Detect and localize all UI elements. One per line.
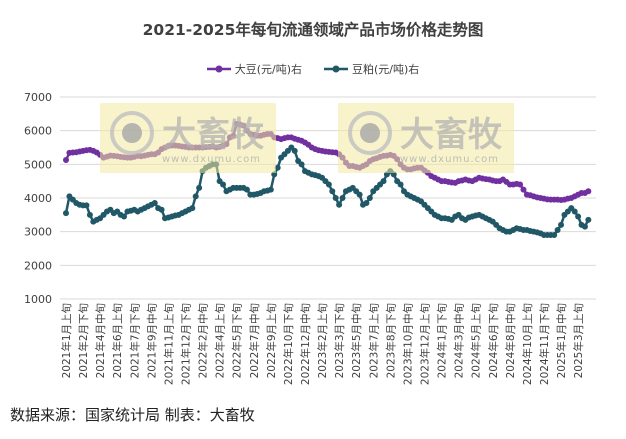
data-point	[585, 188, 592, 195]
data-point	[158, 206, 165, 213]
watermark-brand: 大畜牧	[400, 115, 503, 155]
x-tick-label: 2023年5月中旬	[350, 303, 363, 378]
x-tick-label: 2024年10月上旬	[521, 303, 534, 385]
watermark-logo-eye-icon	[360, 123, 380, 143]
watermark-logo-eye-icon	[122, 123, 142, 143]
data-point	[151, 200, 158, 207]
x-tick-label: 2021年6月上旬	[111, 303, 124, 378]
watermark-brand: 大畜牧	[162, 115, 265, 155]
x-tick-label: 2023年3月下旬	[333, 303, 346, 378]
data-point	[121, 213, 128, 220]
legend-marker-soybean	[206, 65, 231, 73]
x-tick-label: 2021年9月中旬	[145, 303, 158, 378]
data-point	[291, 147, 298, 154]
y-tick-label: 4000	[24, 192, 52, 205]
data-point	[83, 202, 90, 209]
data-point	[585, 216, 592, 223]
data-point	[366, 195, 373, 201]
data-point	[520, 186, 527, 193]
legend-label-soybean-meal: 豆粕(元/吨)右	[352, 63, 420, 76]
x-tick-label: 2021年11月上旬	[162, 303, 175, 385]
data-point	[243, 186, 250, 193]
data-point	[571, 208, 578, 215]
legend-label-soybean: 大豆(元/吨)右	[234, 63, 302, 76]
y-tick-label: 6000	[24, 125, 52, 138]
y-tick-label: 5000	[24, 158, 52, 171]
x-tick-label: 2025年1月中旬	[555, 303, 568, 378]
data-point	[575, 213, 582, 220]
data-point	[397, 181, 404, 188]
y-tick-label: 1000	[24, 293, 52, 306]
data-source-note: 数据来源：国家统计局 制表：大畜牧	[10, 406, 255, 424]
x-tick-label: 2022年9月上旬	[265, 303, 278, 378]
data-point	[298, 161, 305, 168]
x-tick-label: 2022年4月上旬	[214, 303, 227, 378]
data-point	[196, 184, 203, 191]
x-tick-label: 2024年1月下旬	[436, 303, 449, 378]
data-point	[336, 201, 343, 208]
data-point	[551, 232, 558, 239]
x-tick-label: 2021年2月下旬	[77, 303, 90, 378]
data-point	[63, 156, 69, 163]
chart-title: 2021-2025年每旬流通领域产品市场价格走势图	[142, 21, 484, 39]
data-point	[220, 181, 227, 188]
x-tick-label: 2023年12月上旬	[418, 303, 431, 385]
data-point	[267, 186, 274, 193]
x-tick-label: 2024年5月上旬	[470, 303, 483, 378]
x-tick-label: 2022年7月中旬	[248, 303, 261, 378]
y-tick-label: 3000	[24, 226, 52, 239]
legend-marker-soybean-meal	[324, 65, 348, 73]
x-tick-label: 2022年10月下旬	[282, 303, 295, 385]
x-tick-label: 2023年2月上旬	[316, 303, 329, 378]
watermark-logo-icon	[348, 111, 392, 155]
x-tick-label: 2022年2月中旬	[197, 303, 210, 378]
data-point	[274, 164, 281, 171]
x-tick-label: 2024年11月下旬	[538, 303, 551, 385]
x-tick-label: 2024年8月中旬	[504, 303, 517, 378]
data-point	[192, 193, 199, 200]
x-tick-label: 2022年12月中旬	[299, 303, 312, 385]
x-tick-label: 2023年10月中旬	[401, 303, 414, 385]
data-point	[581, 223, 588, 230]
x-tick-label: 2023年7月上旬	[367, 303, 380, 378]
data-point	[356, 191, 363, 198]
legend-item-soybean-meal: 豆粕(元/吨)右	[324, 61, 419, 77]
legend-item-soybean: 大豆(元/吨)右	[206, 61, 302, 77]
legend: 大豆(元/吨)右 豆粕(元/吨)右	[0, 61, 626, 77]
x-tick-label: 2024年6月下旬	[487, 303, 500, 378]
watermark-url: www.dxumu.com	[162, 154, 261, 165]
x-tick-label: 2022年5月下旬	[231, 303, 244, 378]
x-tick-label: 2025年3月上旬	[572, 303, 585, 378]
data-point	[86, 211, 93, 218]
x-tick-label: 2021年1月上旬	[60, 303, 73, 378]
x-tick-label: 2021年7月下旬	[128, 303, 141, 378]
data-point	[329, 188, 336, 195]
data-point	[554, 226, 561, 233]
watermark-url: www.dxumu.com	[400, 154, 499, 165]
x-tick-label: 2021年4月中旬	[94, 303, 107, 378]
data-point	[380, 178, 387, 185]
y-tick-label: 7000	[24, 91, 52, 104]
data-point	[63, 210, 69, 217]
x-tick-label: 2024年3月中旬	[453, 303, 466, 378]
data-point	[363, 200, 370, 207]
y-tick-label: 2000	[24, 259, 52, 272]
data-point	[339, 195, 346, 201]
watermark-logo-icon	[110, 111, 154, 155]
data-point	[517, 181, 524, 188]
data-point	[325, 181, 332, 188]
data-point	[189, 205, 196, 212]
data-point	[332, 195, 339, 201]
x-tick-label: 2023年8月下旬	[384, 303, 397, 378]
data-point	[558, 221, 565, 228]
x-tick-label: 2021年12月下旬	[179, 303, 192, 385]
